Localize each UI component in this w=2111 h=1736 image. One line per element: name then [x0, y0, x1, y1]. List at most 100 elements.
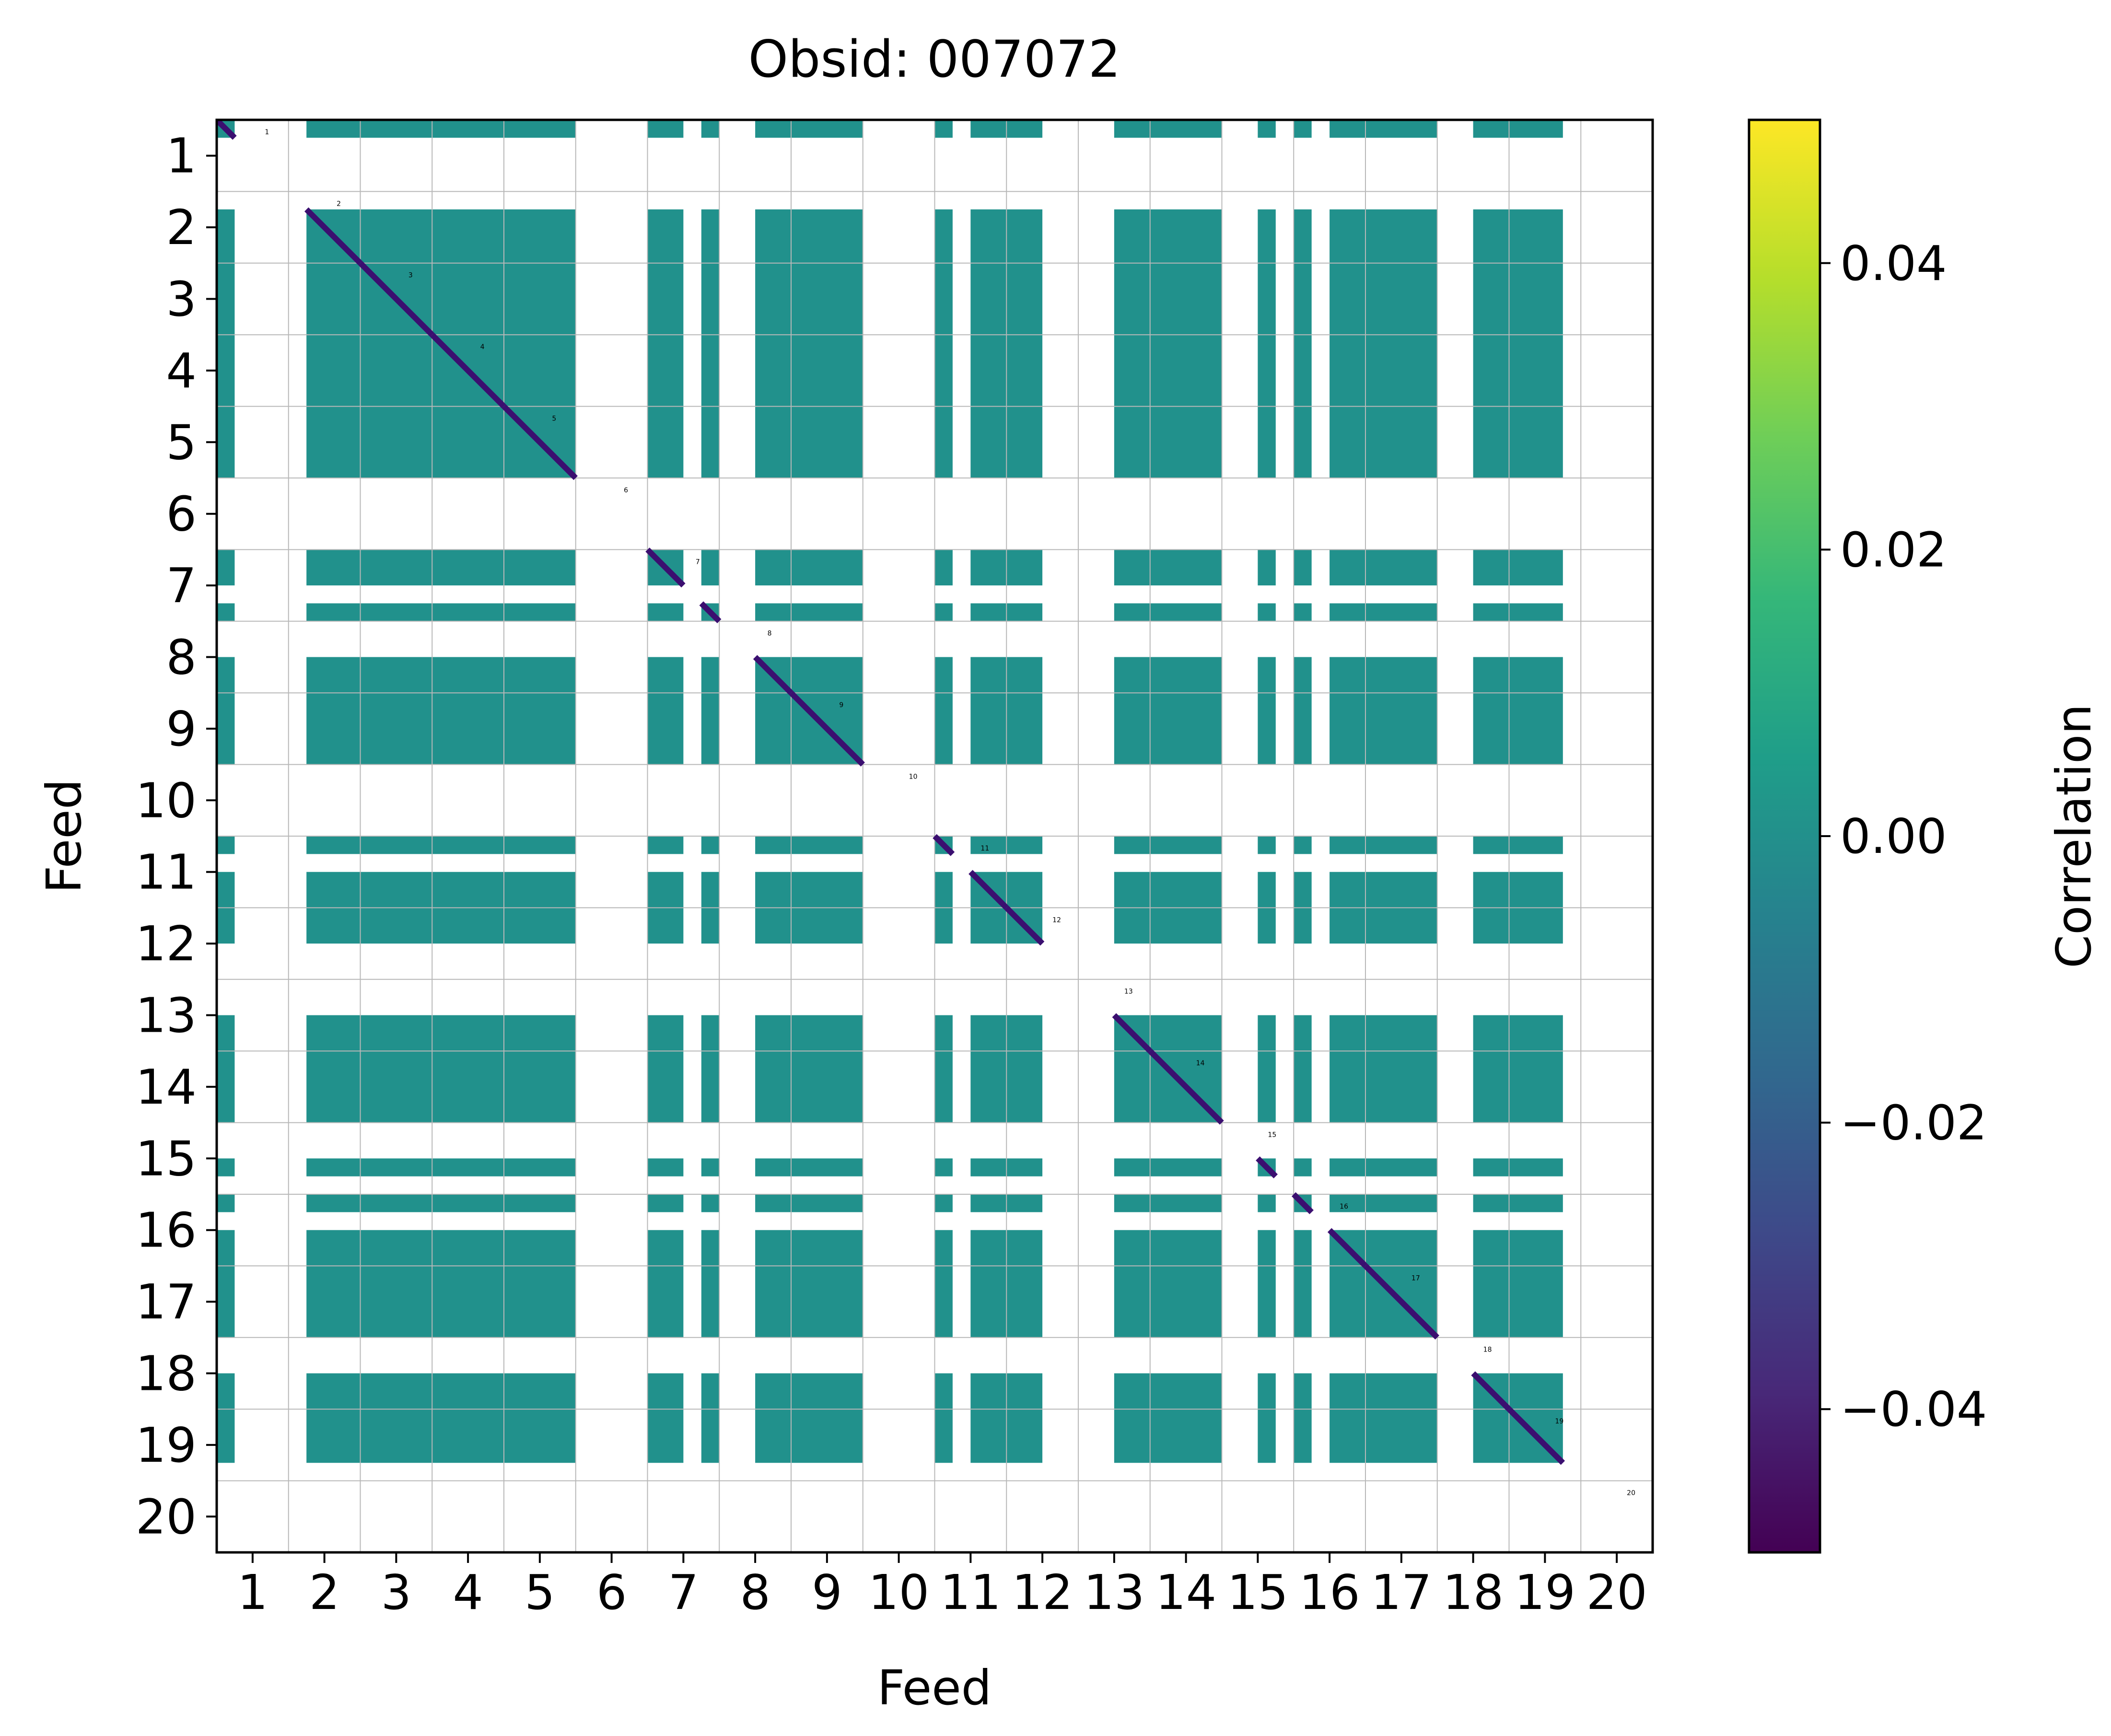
heatmap-cell-8-17 [1365, 657, 1437, 693]
heatmap-cell-16-19 [1509, 1230, 1563, 1266]
heatmap-cell-11-3 [360, 836, 432, 854]
heatmap-cell-3-16 [1294, 263, 1312, 335]
heatmap-cell-9-5 [504, 693, 576, 765]
diagonal-segment-15-0 [1256, 1156, 1278, 1178]
heatmap-cell-7-11 [970, 549, 1007, 586]
heatmap-cell-16-1 [217, 1194, 235, 1212]
heatmap-cell-7-5 [504, 603, 576, 621]
heatmap-cell-16-14 [1150, 1230, 1222, 1266]
heatmap-cell-5-9 [791, 406, 863, 478]
y-tick-label-17: 17 [136, 1274, 197, 1330]
heatmap-cell-9-8 [755, 693, 791, 765]
diagonal-label-18: 18 [1483, 1346, 1492, 1354]
heatmap-cell-13-18 [1473, 1015, 1509, 1051]
heatmap-cell-8-2 [306, 657, 361, 693]
heatmap-cell-16-7 [701, 1194, 720, 1212]
heatmap-cell-3-19 [1509, 263, 1563, 335]
heatmap-cell-3-2 [306, 263, 361, 335]
diagonal-segment-16-1 [1327, 1228, 1368, 1268]
heatmap-cell-15-17 [1365, 1158, 1437, 1177]
heatmap-cell-7-11 [970, 603, 1007, 621]
diagonal-segment-5-0 [502, 404, 578, 480]
heatmap-cell-2-13 [1114, 209, 1150, 263]
heatmap-cell-14-11 [934, 1051, 953, 1123]
heatmap-cell-17-16 [1330, 1266, 1365, 1338]
heatmap-cell-9-14 [1150, 693, 1222, 765]
heatmap-cell-7-14 [1150, 549, 1222, 586]
heatmap-cell-14-4 [432, 1051, 504, 1123]
heatmap-cell-18-7 [647, 1373, 684, 1410]
diagonal-label-16: 16 [1340, 1203, 1348, 1211]
heatmap-cell-3-18 [1473, 263, 1509, 335]
heatmap-cell-17-11 [970, 1266, 1007, 1338]
heatmap-cell-15-5 [504, 1158, 576, 1177]
heatmap-cell-4-18 [1473, 335, 1509, 407]
heatmap-cell-14-1 [217, 1051, 235, 1123]
heatmap-cell-11-4 [432, 872, 504, 908]
heatmap-cell-14-7 [701, 1051, 720, 1123]
heatmap-cell-11-18 [1473, 836, 1509, 854]
y-tick-label-4: 4 [166, 343, 197, 399]
heatmap-cell-11-5 [504, 872, 576, 908]
heatmap-cell-5-15 [1258, 406, 1276, 478]
heatmap-cell-9-13 [1114, 693, 1150, 765]
heatmap-cell-2-11 [934, 209, 953, 263]
heatmap-cell-4-3 [360, 335, 432, 407]
heatmap-cell-9-7 [701, 693, 720, 765]
heatmap-cell-17-7 [701, 1266, 720, 1338]
heatmap-cell-17-12 [1006, 1266, 1043, 1338]
heatmap-cell-13-8 [755, 1015, 791, 1051]
heatmap-cell-9-11 [934, 693, 953, 765]
x-tick-label-17: 17 [1371, 1564, 1432, 1620]
heatmap-cell-11-17 [1365, 836, 1437, 854]
heatmap-cell-19-7 [701, 1409, 720, 1463]
heatmap-cell-16-3 [360, 1194, 432, 1212]
heatmap-cell-11-4 [432, 836, 504, 854]
heatmap-cell-16-2 [306, 1194, 361, 1212]
heatmap-cell-8-13 [1114, 657, 1150, 693]
heatmap-cell-3-12 [1006, 263, 1043, 335]
heatmap-cell-7-8 [755, 603, 791, 621]
heatmap-cell-5-1 [217, 406, 235, 478]
y-tick-label-7: 7 [166, 558, 197, 614]
heatmap-cell-7-9 [791, 603, 863, 621]
heatmap-cell-4-15 [1258, 335, 1276, 407]
heatmap-cell-7-1 [217, 603, 235, 621]
plot-frame [215, 118, 1654, 1554]
heatmap-cell-15-12 [1006, 1158, 1043, 1177]
heatmap-cell-13-12 [1006, 1015, 1043, 1051]
heatmap-cell-18-13 [1114, 1373, 1150, 1410]
heatmap-cell-9-16 [1294, 693, 1312, 765]
x-tick-label-3: 3 [381, 1564, 412, 1620]
diagonal-label-6: 6 [624, 487, 628, 494]
heatmap-cell-9-12 [1006, 693, 1043, 765]
heatmap-cell-7-13 [1114, 549, 1150, 586]
heatmap-cell-7-19 [1509, 603, 1563, 621]
heatmap-cell-8-9 [791, 657, 863, 693]
heatmap-cell-19-8 [755, 1409, 791, 1463]
diagonal-label-11: 11 [980, 845, 989, 852]
heatmap-cell-4-9 [791, 335, 863, 407]
heatmap-cell-4-16 [1330, 335, 1365, 407]
diagonal-segment-7-0 [645, 548, 686, 588]
heatmap-cell-11-7 [701, 836, 720, 854]
diagonal-segment-7-1 [699, 601, 722, 624]
heatmap-cell-7-16 [1294, 549, 1312, 586]
heatmap-cell-18-7 [701, 1373, 720, 1410]
heatmap-cell-11-19 [1509, 872, 1563, 908]
heatmap-cell-12-18 [1473, 908, 1509, 944]
x-tick-label-16: 16 [1299, 1564, 1360, 1620]
heatmap-cell-11-16 [1294, 836, 1312, 854]
heatmap-cell-7-3 [360, 549, 432, 586]
heatmap-cell-13-2 [306, 1015, 361, 1051]
heatmap-cell-13-11 [934, 1015, 953, 1051]
diagonal-segment-12-0 [1004, 906, 1045, 946]
heatmap-cell-11-8 [755, 872, 791, 908]
heatmap-cell-18-5 [504, 1373, 576, 1410]
heatmap-cell-1-19 [1509, 120, 1563, 138]
diagonal-segment-8-0 [753, 655, 793, 695]
heatmap-cell-11-5 [504, 836, 576, 854]
heatmap-cell-17-4 [432, 1266, 504, 1338]
heatmap-cell-14-19 [1509, 1051, 1563, 1123]
heatmap-cell-4-11 [934, 335, 953, 407]
